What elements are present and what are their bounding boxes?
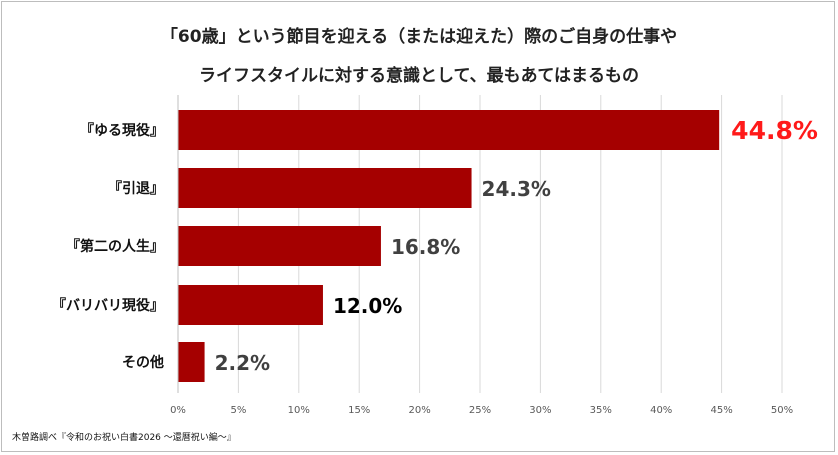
- bar: [178, 342, 205, 382]
- chart-title-line-1: 「60歳」という節目を迎える（または迎えた）際のご自身の仕事や: [160, 27, 678, 47]
- bar: [178, 110, 720, 150]
- x-tick-label: 50%: [771, 405, 793, 416]
- x-tick-label: 40%: [650, 405, 672, 416]
- category-label: 『第二の人生』: [66, 238, 164, 255]
- data-label: 12.0%: [333, 294, 402, 318]
- source-note: 木曽路調べ『令和のお祝い白書2026 ～還暦祝い編～』: [12, 433, 236, 443]
- x-tick-label: 10%: [288, 405, 310, 416]
- chart-title-line-2: ライフスタイルに対する意識として、最もあてはまるもの: [199, 66, 639, 86]
- category-label: 『ゆる現役』: [80, 122, 164, 139]
- bar: [178, 285, 323, 325]
- x-tick-label: 5%: [230, 405, 246, 416]
- x-tick-label: 45%: [710, 405, 732, 416]
- category-label: その他: [122, 354, 164, 371]
- category-label: 『バリバリ現役』: [52, 297, 164, 314]
- bar: [178, 168, 472, 208]
- bar: [178, 226, 381, 266]
- data-label: 16.8%: [391, 235, 460, 259]
- x-tick-label: 25%: [469, 405, 491, 416]
- data-label: 24.3%: [482, 177, 551, 201]
- x-tick-label: 20%: [408, 405, 430, 416]
- x-tick-label: 0%: [170, 405, 186, 416]
- data-label: 2.2%: [215, 351, 270, 375]
- data-label: 44.8%: [731, 116, 818, 145]
- x-tick-label: 35%: [590, 405, 612, 416]
- category-label: 『引退』: [108, 180, 164, 197]
- x-tick-label: 30%: [529, 405, 551, 416]
- x-tick-label: 15%: [348, 405, 370, 416]
